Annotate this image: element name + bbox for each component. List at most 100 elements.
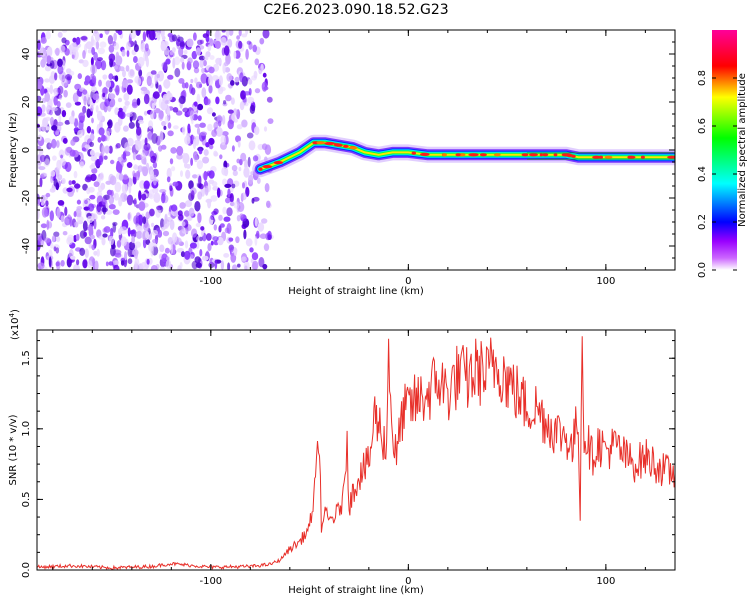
spectrogram-noise-blob	[182, 152, 186, 164]
spectrogram-noise-blob	[82, 220, 88, 232]
spectrogram-noise-blob	[166, 176, 171, 183]
snr-multiplier-label: (x104)	[8, 309, 21, 340]
spectrogram-noise-blob	[164, 213, 168, 225]
spectrogram-noise-blob	[87, 260, 93, 269]
spectrogram-noise-blob	[45, 192, 51, 198]
colorbar-gradient	[712, 30, 737, 270]
spectrogram-noise-blob	[251, 252, 259, 261]
spectrogram-noise-blob	[55, 47, 60, 56]
spectrogram-noise-blob	[143, 158, 147, 165]
spectrogram-noise-blob	[115, 163, 123, 173]
spectrogram-noise-blob	[166, 167, 172, 179]
spectrogram-noise-blob	[91, 244, 96, 251]
spectrogram-noise-blob	[84, 176, 92, 183]
spectrogram-noise-blob	[232, 170, 238, 177]
spectrogram-noise-blob	[50, 107, 58, 112]
spectrogram-noise-blob	[89, 194, 96, 200]
snr-multiplier-exponent: 4	[8, 312, 16, 317]
spectrogram-noise-blob	[58, 149, 65, 159]
spectrogram-noise-blob	[227, 109, 234, 114]
spectrogram-noise-blob	[262, 72, 267, 78]
spectrogram-noise-blob	[167, 106, 171, 116]
colorbar-tick-label: 0.8	[697, 70, 708, 86]
spectrogram-noise-blob	[166, 256, 170, 261]
spectrogram-noise-blob	[57, 200, 65, 206]
spectrogram-noise-blob	[66, 236, 73, 246]
spectrogram-noise-blob	[181, 82, 186, 89]
spectrogram-noise-blob	[219, 223, 225, 228]
spectrogram-noise-blob	[90, 57, 94, 66]
spectrogram-noise-blob	[133, 197, 137, 207]
spectrogram-noise-blob	[172, 232, 178, 243]
spectrogram-noise-blob	[100, 60, 107, 71]
spectrogram-noise-blob	[95, 105, 99, 113]
x-tick-label: 0	[405, 276, 411, 287]
spectrogram-noise-blob	[143, 222, 150, 232]
snr-multiplier-close: )	[10, 309, 21, 313]
spectrogram-noise-blob	[115, 55, 123, 66]
spectrogram-hotspot	[542, 153, 549, 157]
spectrogram-noise-blob	[167, 32, 173, 38]
spectrogram-noise-blob	[190, 157, 194, 166]
spectrogram-noise-blob	[77, 220, 84, 225]
spectrogram-noise-blob	[193, 153, 198, 163]
spectrogram-noise-blob	[223, 100, 227, 105]
colorbar-tick-label: 0.4	[697, 166, 708, 182]
spectrogram-noise-blob	[192, 174, 198, 179]
spectrogram-noise-blob	[84, 236, 92, 245]
spectrogram-noise-blob	[64, 206, 68, 216]
spectrogram-noise-blob	[70, 139, 76, 146]
spectrogram-noise-blob	[197, 39, 203, 46]
spectrogram-noise-blob	[193, 67, 200, 74]
spectrogram-noise-blob	[108, 173, 114, 184]
spectrogram-noise-blob	[152, 161, 158, 169]
spectrogram-noise-blob	[103, 226, 111, 233]
spectrogram-noise-blob	[57, 65, 64, 75]
spectrogram-noise-blob	[53, 96, 58, 106]
spectrogram-noise-blob	[214, 40, 221, 49]
spectrogram-noise-blob	[94, 159, 102, 167]
spectrogram-noise-blob	[213, 224, 217, 231]
spectrogram-noise-blob	[184, 240, 189, 249]
spectrogram-noise-blob	[264, 183, 270, 193]
spectrogram-noise-blob	[205, 35, 210, 43]
spectrogram-noise-blob	[193, 101, 198, 107]
spectrogram-noise-blob	[108, 145, 113, 154]
spectrogram-noise-blob	[187, 127, 191, 134]
spectrogram-noise-blob	[195, 47, 201, 56]
spectrogram-noise-blob	[184, 82, 189, 89]
spectrogram-noise-blob	[144, 43, 149, 52]
spectrogram-noise-blob	[207, 44, 212, 52]
spectrogram-noise-blob	[178, 46, 184, 57]
spectrogram-noise-blob	[169, 51, 174, 56]
spectrogram-noise-blob	[231, 165, 238, 172]
spectrogram-noise-blob	[186, 163, 191, 169]
spectrogram-noise-blob	[128, 241, 136, 251]
spectrogram-noise-blob	[78, 112, 86, 121]
spectrogram-noise-blob	[125, 65, 130, 72]
spectrogram-noise-blob	[146, 258, 150, 265]
spectrogram-noise-blob	[120, 226, 128, 235]
spectrogram-noise-blob	[159, 244, 165, 253]
spectrogram-noise-blob	[138, 201, 146, 212]
spectrogram-noise-blob	[50, 170, 56, 177]
y-tick-label: 40	[21, 48, 32, 61]
spectrogram-noise-blob	[160, 218, 165, 229]
spectrogram-noise-blob	[165, 259, 172, 269]
spectrogram-noise-blob	[142, 31, 147, 42]
spectrogram-noise-blob	[49, 187, 56, 193]
spectrogram-noise-blob	[86, 187, 91, 195]
spectrogram-noise-blob	[127, 258, 133, 265]
spectrogram-noise-blob	[94, 152, 101, 157]
spectrogram-noise-blob	[82, 59, 89, 68]
spectrogram-noise-blob	[169, 185, 173, 192]
spectrogram-noise-blob	[90, 86, 97, 93]
spectrogram-noise-blob	[107, 121, 112, 126]
spectrogram-noise-blob	[82, 183, 88, 191]
spectrogram-noise-blob	[120, 236, 128, 247]
spectrogram-noise-blob	[73, 127, 80, 132]
spectrogram-noise-blob	[176, 153, 184, 160]
y-tick-label: 1.0	[21, 421, 32, 437]
spectrogram-noise-blob	[238, 57, 243, 64]
spectrogram-hotspot	[553, 153, 558, 157]
